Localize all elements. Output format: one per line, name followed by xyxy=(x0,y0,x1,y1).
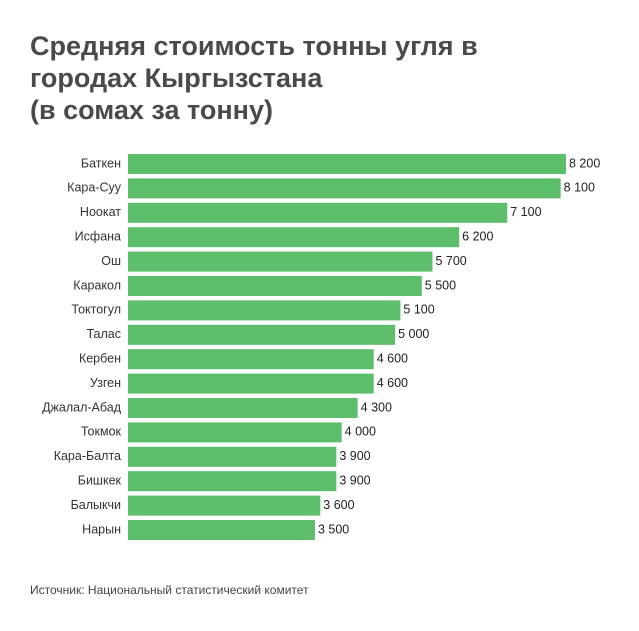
bar xyxy=(128,471,337,492)
bar xyxy=(128,251,433,272)
bar xyxy=(128,276,422,296)
category-label: Кара-Суу xyxy=(67,181,122,195)
bar xyxy=(128,373,374,394)
bar xyxy=(128,349,374,370)
category-label: Токмок xyxy=(81,425,122,439)
bar xyxy=(128,520,315,540)
value-label: 3 900 xyxy=(339,449,370,463)
bar xyxy=(128,398,358,418)
category-label: Исфана xyxy=(75,229,121,243)
value-label: 4 600 xyxy=(377,351,408,365)
bar xyxy=(128,202,508,223)
category-label: Узген xyxy=(90,376,121,390)
category-label: Токтогул xyxy=(71,303,121,317)
bar xyxy=(128,154,566,174)
chart-title-line-1: Средняя стоимость тонны угля в xyxy=(30,31,478,61)
value-label: 4 000 xyxy=(345,425,376,439)
category-label: Кербен xyxy=(79,351,121,365)
value-label: 5 100 xyxy=(403,303,434,317)
value-label: 7 100 xyxy=(510,205,541,219)
value-label: 3 600 xyxy=(323,498,354,512)
bar xyxy=(128,324,396,345)
category-label: Бишкек xyxy=(78,473,122,487)
category-label: Нарын xyxy=(82,522,121,536)
category-label: Кара-Балта xyxy=(54,449,121,463)
value-label: 5 500 xyxy=(425,278,456,292)
category-label: Талас xyxy=(86,327,121,341)
value-label: 3 900 xyxy=(339,473,370,487)
value-label: 3 500 xyxy=(318,522,349,536)
category-label: Каракол xyxy=(73,278,121,292)
category-label: Ош xyxy=(101,254,121,268)
value-label: 4 300 xyxy=(361,400,392,414)
value-label: 8 100 xyxy=(564,181,595,195)
chart-title: Средняя стоимость тонны угля в городах К… xyxy=(30,30,610,126)
bar xyxy=(128,178,561,199)
bar xyxy=(128,300,401,321)
category-label: Ноокат xyxy=(80,205,121,219)
value-label: 8 200 xyxy=(569,156,600,170)
value-label: 5 000 xyxy=(398,327,429,341)
source-note: Источник: Национальный статистический ко… xyxy=(30,583,309,597)
bar xyxy=(128,422,342,443)
chart-title-line-2: городах Кыргызстана xyxy=(30,63,323,93)
bar xyxy=(128,446,337,467)
chart-title-line-3: (в сомах за тонну) xyxy=(30,95,273,125)
value-label: 5 700 xyxy=(435,254,466,268)
category-label: Баткен xyxy=(81,156,121,170)
category-label: Балыкчи xyxy=(71,498,121,512)
category-label: Джалал-Абад xyxy=(42,400,122,414)
bar-chart: Баткен 8 200 Кара-Суу 8 100 Ноокат 7 100 Исфан… xyxy=(42,154,600,540)
bar xyxy=(128,495,321,516)
value-label: 4 600 xyxy=(377,376,408,390)
value-label: 6 200 xyxy=(462,229,493,243)
bar xyxy=(128,227,460,248)
